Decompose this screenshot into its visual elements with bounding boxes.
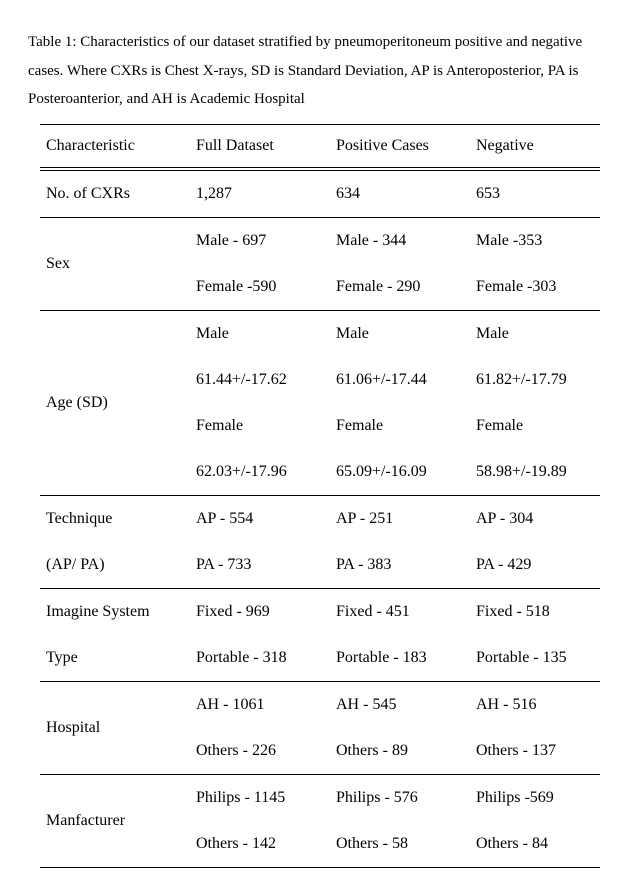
cell: 634 <box>330 170 470 217</box>
row-label-sex: Sex <box>40 217 190 310</box>
cell: Portable - 135 <box>470 635 600 682</box>
row-label-imaging-2: Type <box>40 635 190 682</box>
col-header-full: Full Dataset <box>190 124 330 167</box>
cell: AP - 554 <box>190 495 330 542</box>
row-label-technique-2: (AP/ PA) <box>40 542 190 589</box>
cell: Male - 344 <box>330 217 470 264</box>
cell: Others - 58 <box>330 821 470 868</box>
cell: Female - 290 <box>330 264 470 311</box>
cell: Portable - 183 <box>330 635 470 682</box>
cell: Others - 137 <box>470 728 600 775</box>
cell: Female <box>330 403 470 449</box>
cell: 65.09+/-16.09 <box>330 449 470 496</box>
cell: AH - 516 <box>470 681 600 728</box>
col-header-positive: Positive Cases <box>330 124 470 167</box>
cell: 61.06+/-17.44 <box>330 357 470 403</box>
cell: Male <box>190 310 330 357</box>
cell: Philips - 1145 <box>190 774 330 821</box>
cell: 61.44+/-17.62 <box>190 357 330 403</box>
cell: Male -353 <box>470 217 600 264</box>
cell: AH - 1061 <box>190 681 330 728</box>
cell: Others - 89 <box>330 728 470 775</box>
cell: PA - 383 <box>330 542 470 589</box>
cell: Female -590 <box>190 264 330 311</box>
cell: 61.82+/-17.79 <box>470 357 600 403</box>
cell: Others - 226 <box>190 728 330 775</box>
row-label-age: Age (SD) <box>40 310 190 495</box>
cell: Portable - 318 <box>190 635 330 682</box>
cell: 653 <box>470 170 600 217</box>
cell: AP - 304 <box>470 495 600 542</box>
cell: PA - 733 <box>190 542 330 589</box>
cell: Female -303 <box>470 264 600 311</box>
cell: Male <box>470 310 600 357</box>
cell: PA - 429 <box>470 542 600 589</box>
cell: Fixed - 518 <box>470 588 600 635</box>
cell: Fixed - 969 <box>190 588 330 635</box>
cell: Female <box>470 403 600 449</box>
cell: AH - 545 <box>330 681 470 728</box>
cell: Philips - 576 <box>330 774 470 821</box>
col-header-characteristic: Characteristic <box>40 124 190 167</box>
row-label-imaging-1: Imagine System <box>40 588 190 635</box>
cell: Fixed - 451 <box>330 588 470 635</box>
cell: 1,287 <box>190 170 330 217</box>
row-label-technique-1: Technique <box>40 495 190 542</box>
cell: Female <box>190 403 330 449</box>
cell: Male - 697 <box>190 217 330 264</box>
cell: 58.98+/-19.89 <box>470 449 600 496</box>
row-label-cxrs: No. of CXRs <box>40 170 190 217</box>
row-label-manufacturer: Manfacturer <box>40 774 190 867</box>
cell: 62.03+/-17.96 <box>190 449 330 496</box>
cell: Others - 84 <box>470 821 600 868</box>
characteristics-table: Characteristic Full Dataset Positive Cas… <box>40 124 600 868</box>
col-header-negative: Negative <box>470 124 600 167</box>
cell: AP - 251 <box>330 495 470 542</box>
row-label-hospital: Hospital <box>40 681 190 774</box>
cell: Philips -569 <box>470 774 600 821</box>
cell: Male <box>330 310 470 357</box>
table-caption: Table 1: Characteristics of our dataset … <box>28 28 612 114</box>
cell: Others - 142 <box>190 821 330 868</box>
